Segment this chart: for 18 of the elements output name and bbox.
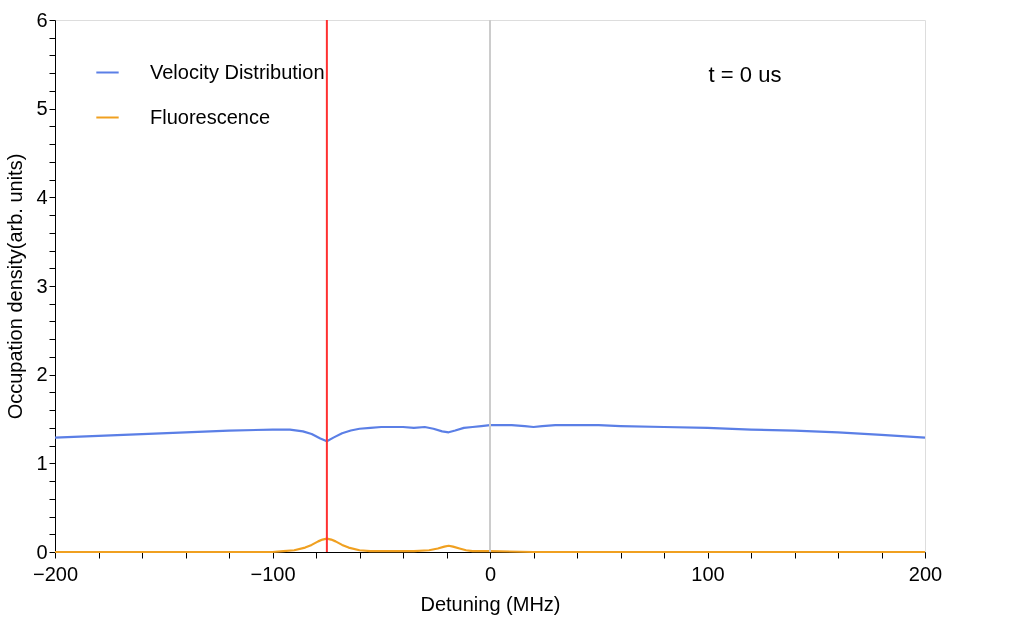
y-tick-label: 1 <box>36 451 48 474</box>
annotation: t = 0 us <box>708 62 782 87</box>
y-tick-label: 3 <box>36 274 48 297</box>
x-tick-label: 0 <box>484 562 497 585</box>
y-axis-title: Occupation density(arb. units) <box>4 153 27 420</box>
y-tick-label: 6 <box>36 8 48 31</box>
x-tick-label: 100 <box>691 562 725 585</box>
x-tick-label: −200 <box>32 562 79 585</box>
y-tick-label: 0 <box>36 540 48 563</box>
legend-label: Fluorescence <box>150 105 271 128</box>
y-tick-label: 2 <box>36 363 48 386</box>
x-tick-label: −100 <box>250 562 296 585</box>
x-axis-title: Detuning (MHz) <box>420 592 561 615</box>
y-tick-label: 5 <box>36 97 48 120</box>
line-series <box>53 424 927 443</box>
y-tick-label: 4 <box>36 185 48 208</box>
x-tick-label: 200 <box>908 562 943 585</box>
legend-label: Velocity Distribution <box>150 60 325 83</box>
